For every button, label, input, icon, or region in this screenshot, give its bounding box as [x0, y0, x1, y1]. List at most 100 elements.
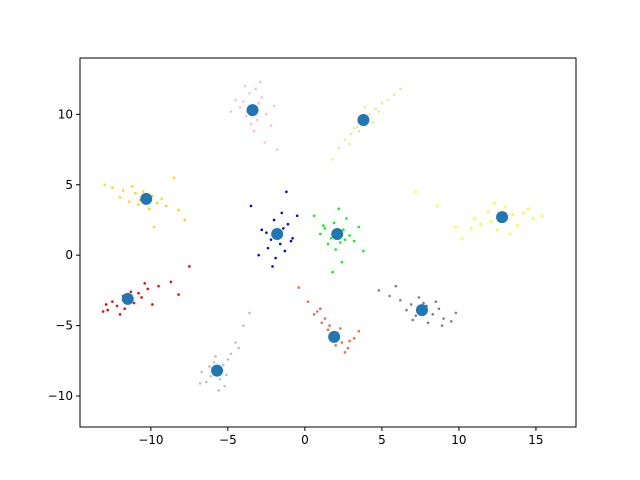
- scatter-point: [155, 201, 159, 205]
- scatter-point: [205, 380, 208, 384]
- scatter-point: [326, 328, 330, 332]
- scatter-point: [254, 87, 257, 91]
- scatter-point: [469, 227, 473, 230]
- scatter-point: [151, 303, 154, 306]
- scatter-point: [123, 307, 126, 310]
- scatter-point: [143, 282, 146, 285]
- scatter-point: [342, 228, 345, 232]
- scatter-point: [440, 324, 444, 327]
- scatter-point: [245, 114, 248, 118]
- scatter-point: [283, 249, 287, 253]
- scatter-point: [148, 207, 151, 210]
- scatter-point: [234, 98, 237, 102]
- scatter-point: [269, 238, 273, 241]
- scatter-point: [334, 344, 338, 347]
- scatter-point: [257, 101, 260, 105]
- scatter-point: [331, 270, 334, 274]
- y-tick-label: 0: [65, 248, 73, 262]
- scatter-point: [121, 292, 134, 305]
- scatter-point: [106, 308, 110, 312]
- scatter-point: [263, 141, 267, 144]
- scatter-point: [229, 352, 233, 356]
- scatter-point: [291, 236, 294, 240]
- scatter-point: [511, 213, 515, 216]
- scatter-point: [183, 218, 187, 222]
- scatter-point: [473, 217, 476, 220]
- scatter-point: [214, 355, 217, 358]
- scatter-point: [297, 286, 301, 289]
- scatter-point: [405, 308, 408, 312]
- scatter-point: [489, 220, 493, 223]
- scatter-point: [272, 218, 276, 222]
- scatter-point: [237, 346, 240, 350]
- scatter-point: [399, 298, 402, 302]
- scatter-point: [265, 113, 268, 116]
- scatter-point: [271, 228, 284, 241]
- scatter-point: [437, 307, 441, 310]
- scatter-point: [531, 217, 535, 220]
- scatter-point: [257, 253, 260, 257]
- scatter-point: [343, 238, 347, 241]
- x-tick-label: 0: [301, 433, 309, 447]
- plot-frame: [79, 57, 577, 428]
- scatter-point: [272, 104, 276, 108]
- scatter-point: [274, 256, 277, 260]
- scatter-point: [118, 196, 122, 199]
- scatter-point: [357, 225, 361, 229]
- scatter-point: [496, 228, 499, 232]
- scatter-point: [200, 370, 203, 374]
- scatter-point: [343, 138, 347, 141]
- scatter-point: [436, 204, 439, 208]
- x-tick-label: 15: [528, 433, 543, 447]
- scatter-point: [289, 239, 293, 243]
- scatter-point: [218, 377, 222, 381]
- scatter-point: [371, 121, 374, 125]
- scatter-point: [234, 341, 237, 344]
- scatter-point: [503, 205, 507, 209]
- scatter-point: [460, 236, 464, 240]
- scatter-point: [442, 317, 445, 320]
- scatter-point: [346, 346, 350, 350]
- scatter-point: [275, 148, 279, 151]
- scatter-point: [282, 227, 285, 230]
- scatter-point: [140, 192, 153, 205]
- scatter-point: [172, 176, 176, 180]
- scatter-point: [318, 307, 322, 310]
- scatter-point: [411, 318, 415, 322]
- scatter-point: [208, 365, 211, 368]
- scatter-point: [249, 122, 253, 126]
- scatter-point: [392, 93, 396, 96]
- scatter-point: [286, 222, 290, 226]
- scatter-point: [249, 204, 253, 208]
- scatter-point: [111, 186, 114, 189]
- scatter-point: [454, 225, 458, 229]
- y-tick-label: −10: [48, 389, 73, 403]
- scatter-point: [278, 242, 282, 246]
- scatter-point: [160, 197, 163, 201]
- y-tick-label: −5: [55, 319, 73, 333]
- scatter-point: [320, 321, 324, 325]
- scatter-point: [132, 301, 136, 305]
- scatter-point: [295, 214, 299, 218]
- scatter-point: [225, 373, 228, 377]
- scatter-point: [258, 80, 262, 84]
- scatter-point: [355, 125, 359, 129]
- scatter-point: [340, 260, 344, 264]
- scatter-point: [388, 294, 391, 298]
- scatter-point: [104, 303, 108, 306]
- scatter-point: [394, 284, 398, 288]
- y-tick-label: 10: [58, 107, 73, 121]
- x-tick-label: 10: [451, 433, 466, 447]
- scatter-point: [431, 313, 435, 316]
- scatter-point: [111, 300, 114, 303]
- scatter-point: [241, 324, 245, 327]
- scatter-point: [246, 104, 259, 117]
- scatter-point: [221, 363, 225, 367]
- scatter-point: [164, 204, 168, 208]
- scatter-point: [526, 207, 530, 210]
- scatter-point: [337, 207, 341, 210]
- scatter-point: [121, 189, 125, 192]
- scatter-point: [285, 190, 288, 194]
- scatter-point: [269, 124, 273, 127]
- scatter-point: [323, 317, 327, 320]
